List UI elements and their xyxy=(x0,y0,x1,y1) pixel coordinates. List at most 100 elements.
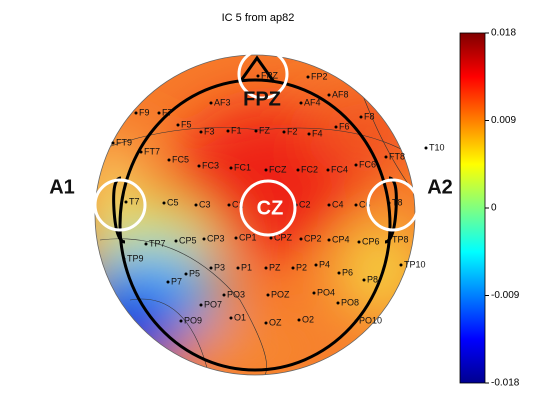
electrode-label: P5 xyxy=(189,268,200,278)
electrode-label: O1 xyxy=(234,312,246,322)
electrode-dot xyxy=(424,146,428,150)
electrode-label: CP5 xyxy=(179,235,197,245)
tick-label: -0.018 xyxy=(491,378,520,389)
electrode-dot xyxy=(209,266,213,270)
electrode-label: FC5 xyxy=(172,154,189,164)
electrode-label: CPZ xyxy=(274,232,293,242)
title: IC 5 from ap82 xyxy=(222,12,295,24)
electrode-label: AF8 xyxy=(332,89,349,99)
colorbar-axis: 0.018 0.009 0 -0.009 -0.018 xyxy=(485,28,520,389)
electrode-dot xyxy=(157,111,161,115)
electrode-dot xyxy=(134,111,138,115)
electrode-label: FC2 xyxy=(301,164,318,174)
electrode-label: C5 xyxy=(167,197,179,207)
electrode-label: F8 xyxy=(364,111,375,121)
electrode-label: FPZ xyxy=(261,70,279,80)
electrode-dot xyxy=(111,141,115,145)
electrode-label: F2 xyxy=(287,126,298,136)
electrode-label: FC3 xyxy=(202,160,219,170)
annotation: CZ xyxy=(257,197,284,219)
electrode-dot xyxy=(229,166,233,170)
electrode-dot xyxy=(359,115,363,119)
electrode-dot xyxy=(222,293,226,297)
electrodes: FPZ FP2 AF3 AF4 AF8 F9 F7 F5 F3 F1 FZ F2 F4 F6 F8 FT9 FT… xyxy=(111,70,445,327)
electrode-dot xyxy=(122,257,126,261)
electrode-dot xyxy=(229,316,233,320)
highlight-circle xyxy=(237,48,289,100)
electrode-label: F7 xyxy=(162,107,173,117)
electrode-dot xyxy=(299,101,303,105)
electrode-dot xyxy=(264,266,268,270)
electrode-label: F5 xyxy=(181,119,192,129)
electrode-dot xyxy=(399,263,403,267)
electrode-label: C6 xyxy=(359,199,371,209)
electrode-dot xyxy=(184,272,188,276)
electrode-dot xyxy=(176,123,180,127)
electrode-dot xyxy=(236,266,240,270)
electrode-dot xyxy=(162,201,166,205)
electrode-label: PO3 xyxy=(227,289,245,299)
electrode-dot xyxy=(199,130,203,134)
electrode-label: CP1 xyxy=(239,232,257,242)
electrode-label: AF4 xyxy=(304,97,321,107)
electrode-dot xyxy=(226,129,230,133)
electrode-label: CP4 xyxy=(332,234,350,244)
electrode-label: FT9 xyxy=(116,137,132,147)
electrode-label: TP8 xyxy=(392,234,409,244)
electrode-label: F1 xyxy=(231,125,242,135)
electrode-label: PO10 xyxy=(359,315,382,325)
electrode-label: P7 xyxy=(171,276,182,286)
tick-label: -0.009 xyxy=(491,290,520,301)
electrode-label: PO4 xyxy=(317,287,335,297)
electrode-dot xyxy=(334,125,338,129)
electrode-dot xyxy=(234,236,238,240)
electrode-dot xyxy=(357,240,361,244)
electrode-dot xyxy=(337,271,341,275)
electrode-dot xyxy=(336,301,340,305)
electrode-label: T10 xyxy=(429,142,445,152)
electrode-label: FC1 xyxy=(234,162,251,172)
electrode-dot xyxy=(266,293,270,297)
electrode-dot xyxy=(227,203,231,207)
electrode-label: C1 xyxy=(232,199,244,209)
electrode-label: T7 xyxy=(129,196,140,206)
electrode-label: PO7 xyxy=(204,299,222,309)
electrode-label: P4 xyxy=(319,259,330,269)
electrode-dot xyxy=(197,164,201,168)
electrode-dot xyxy=(354,163,358,167)
electrode-dot xyxy=(327,203,331,207)
head-outline xyxy=(118,78,392,372)
electrode-label: PZ xyxy=(269,262,281,272)
annotation: A1 xyxy=(49,176,75,198)
electrode-label: F6 xyxy=(339,121,350,131)
electrode-dot xyxy=(167,158,171,162)
tick-label: 0.009 xyxy=(491,115,516,126)
electrode-dot xyxy=(354,203,358,207)
tick-label: 0 xyxy=(491,203,497,214)
electrode-label: O2 xyxy=(302,314,314,324)
electrode-dot xyxy=(199,303,203,307)
electrode-dot xyxy=(307,132,311,136)
electrode-label: C2 xyxy=(299,199,311,209)
electrode-dot xyxy=(306,75,310,79)
highlight-circle xyxy=(366,178,420,232)
electrode-dot xyxy=(387,238,391,242)
electrode-dot xyxy=(174,239,178,243)
electrode-dot xyxy=(264,321,268,325)
electrode-label: FT8 xyxy=(389,151,405,161)
electrode-label: FC6 xyxy=(359,159,376,169)
electrode-label: P1 xyxy=(241,262,252,272)
electrode-label: TP10 xyxy=(404,259,426,269)
electrode-dot xyxy=(312,291,316,295)
electrode-label: CP3 xyxy=(207,233,225,243)
nose xyxy=(238,55,276,83)
electrode-label: F4 xyxy=(312,128,323,138)
tick-label: 0.018 xyxy=(491,28,516,39)
electrode-label: PO8 xyxy=(341,297,359,307)
electrode-dot xyxy=(299,237,303,241)
electrode-dot xyxy=(264,168,268,172)
electrode-label: FCZ xyxy=(269,164,287,174)
electrode-dot xyxy=(354,319,358,323)
electrode-label: P6 xyxy=(342,267,353,277)
